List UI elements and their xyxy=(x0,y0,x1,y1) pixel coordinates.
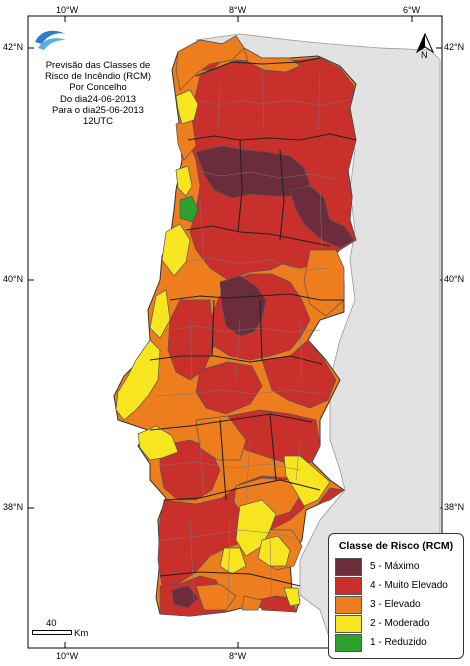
north-arrow-icon xyxy=(415,32,435,54)
title-line: Por Concelho xyxy=(69,82,127,94)
title-line: Risco de Incêndio (RCM) xyxy=(44,71,152,83)
tick-bottom-8w: 8°W xyxy=(229,651,247,661)
legend: Classe de Risco (RCM) 5 - Máximo 4 - Mui… xyxy=(328,533,464,659)
title-line: Do dia24-06-2013 xyxy=(59,93,137,105)
ipma-wave-logo-icon xyxy=(35,26,66,54)
legend-swatch xyxy=(335,615,362,633)
map-title-block: Previsão das Classes de Risco de Incêndi… xyxy=(36,60,160,127)
tick-top-10w: 10°W xyxy=(56,5,79,15)
legend-label: 3 - Elevado xyxy=(370,599,421,610)
concelho-boundaries xyxy=(155,69,349,601)
legend-swatch xyxy=(335,558,362,576)
north-label: N xyxy=(421,50,428,60)
tick-right-40n: 40°N xyxy=(444,274,465,284)
scale-bar-graphic xyxy=(32,630,72,635)
legend-label: 1 - Reduzido xyxy=(370,637,427,648)
scale-value: 40 xyxy=(46,618,57,629)
tick-bottom-10w: 10°W xyxy=(56,651,79,661)
tick-left-40n: 40°N xyxy=(3,274,24,284)
legend-label: 5 - Máximo xyxy=(370,561,420,572)
title-line: 12UTC xyxy=(82,116,114,128)
tick-top-8w: 8°W xyxy=(229,5,247,15)
risk-class-1-area xyxy=(179,195,199,223)
risk-class-5-areas xyxy=(171,145,355,609)
scale-unit: Km xyxy=(74,628,89,639)
tick-left-42n: 42°N xyxy=(3,42,24,52)
tick-top-6w: 6°W xyxy=(403,5,421,15)
tick-left-38n: 38°N xyxy=(3,502,24,512)
legend-swatch xyxy=(335,577,362,595)
title-line: Previsão das Classes de xyxy=(45,60,151,71)
legend-label: 2 - Moderado xyxy=(370,618,430,629)
legend-label: 4 - Muito Elevado xyxy=(370,580,448,591)
legend-swatch xyxy=(335,596,362,614)
tick-right-38n: 38°N xyxy=(444,502,465,512)
legend-swatch xyxy=(335,634,362,652)
legend-title: Classe de Risco (RCM) xyxy=(338,540,454,552)
title-line: Para o dia25-06-2013 xyxy=(52,104,144,116)
risk-class-2-areas xyxy=(115,89,331,607)
district-boundaries xyxy=(149,57,357,587)
tick-right-42n: 42°N xyxy=(444,42,465,52)
